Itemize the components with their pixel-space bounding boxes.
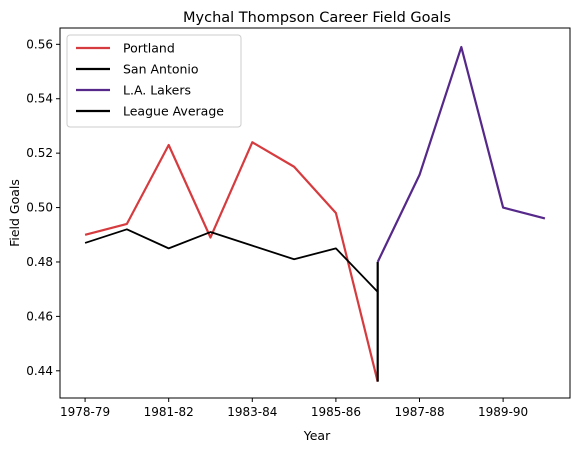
chart-title: Mychal Thompson Career Field Goals bbox=[183, 10, 451, 26]
x-tick-label: 1987-88 bbox=[394, 405, 444, 419]
series-line-portland bbox=[84, 141, 379, 382]
legend-label-l-a-lakers: L.A. Lakers bbox=[123, 83, 191, 98]
legend-frame bbox=[66, 34, 242, 128]
legend: Portland San Antonio L.A. Lakers League Ave… bbox=[66, 34, 242, 128]
y-tick-label: 0.46 bbox=[26, 309, 53, 323]
y-axis: 0.44 0.46 0.48 0.50 0.52 0.54 0.56 bbox=[26, 37, 60, 378]
x-axis: 1978-79 1981-82 1983-84 1985-86 1987-88 1989-… bbox=[60, 398, 528, 419]
x-axis-label: Year bbox=[303, 428, 331, 443]
y-tick-label: 0.48 bbox=[26, 255, 53, 269]
x-tick-label: 1985-86 bbox=[311, 405, 361, 419]
y-tick-label: 0.52 bbox=[26, 146, 53, 160]
legend-label-portland: Portland bbox=[123, 41, 175, 56]
series-line-l-a-lakers bbox=[376, 45, 546, 263]
plot-frame bbox=[59, 27, 571, 399]
y-tick-label: 0.50 bbox=[26, 201, 53, 215]
x-tick-label: 1978-79 bbox=[60, 405, 110, 419]
x-tick-label: 1981-82 bbox=[144, 405, 194, 419]
y-tick-label: 0.56 bbox=[26, 37, 53, 51]
series-layer bbox=[84, 45, 546, 382]
series-line-league-average bbox=[84, 228, 379, 293]
y-tick-label: 0.44 bbox=[26, 364, 53, 378]
legend-label-league-average: League Average bbox=[123, 104, 224, 119]
x-tick-label: 1989-90 bbox=[478, 405, 528, 419]
y-tick-label: 0.54 bbox=[26, 92, 53, 106]
x-tick-label: 1983-84 bbox=[227, 405, 277, 419]
y-axis-label: Field Goals bbox=[7, 179, 22, 247]
legend-label-san-antonio: San Antonio bbox=[123, 62, 199, 77]
